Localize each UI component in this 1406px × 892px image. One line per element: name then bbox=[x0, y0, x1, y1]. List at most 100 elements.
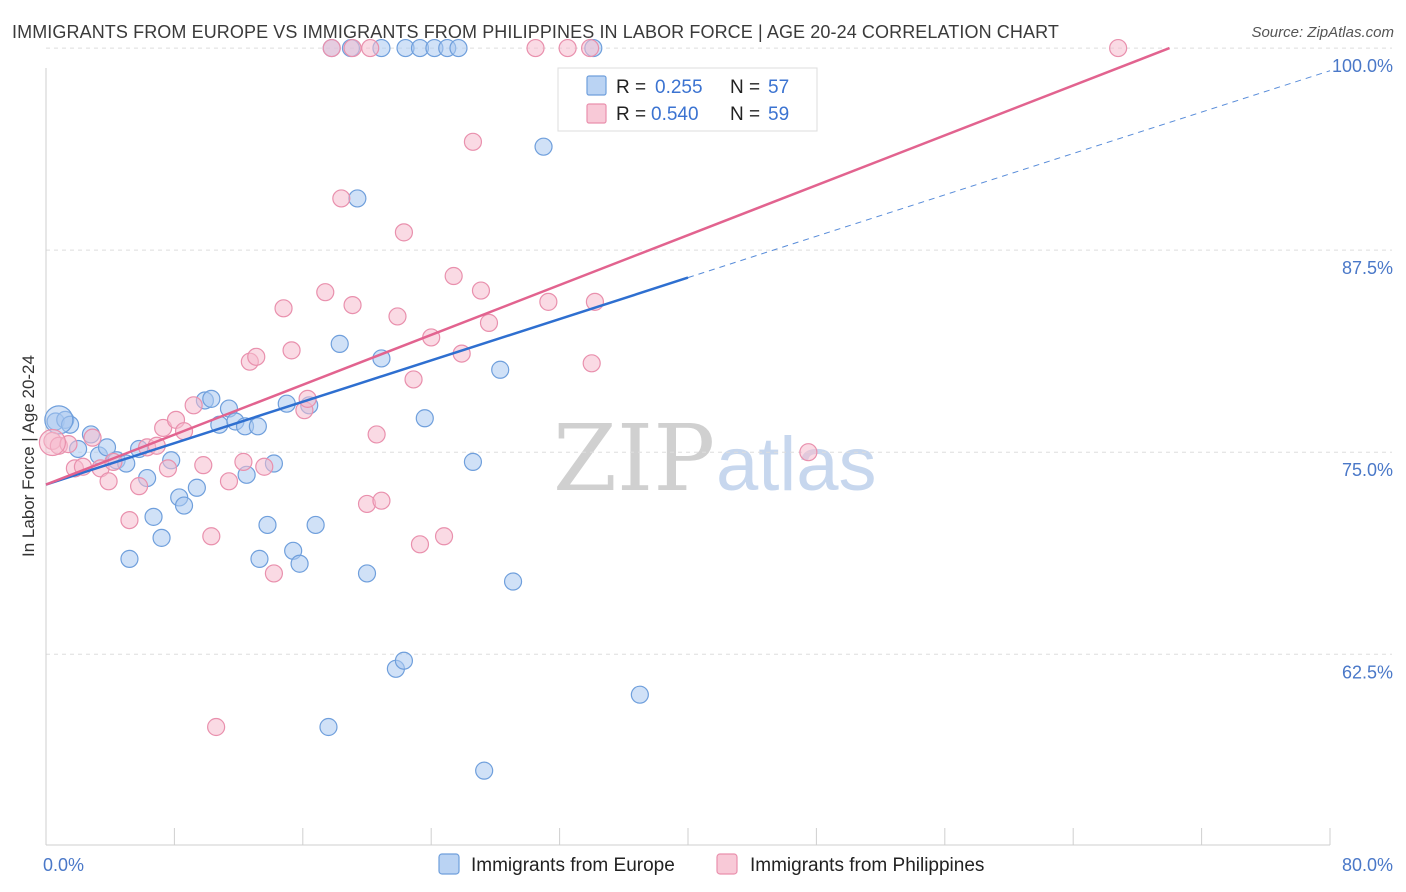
philippines-point bbox=[361, 38, 380, 58]
philippines-point bbox=[99, 472, 118, 491]
y-tick-labels: 62.5% 75.0% 87.5% 100.0% bbox=[1332, 56, 1393, 682]
series-europe-points bbox=[44, 38, 649, 780]
europe-point bbox=[534, 137, 553, 156]
philippines-point bbox=[388, 307, 407, 326]
stats-legend: R = 0.255 N = 57 R = 0.540 N = 59 bbox=[557, 67, 818, 132]
philippines-point bbox=[158, 459, 178, 478]
philippines-point bbox=[434, 527, 454, 546]
philippines-point bbox=[202, 527, 221, 546]
x-tick-labels: 0.0% 80.0% bbox=[43, 855, 1393, 875]
watermark-atlas: atlas bbox=[716, 422, 877, 507]
europe-point bbox=[357, 564, 377, 583]
legend-philippines-n-value: 59 bbox=[768, 104, 789, 125]
philippines-point bbox=[274, 299, 293, 318]
x-tick-label: 0.0% bbox=[43, 855, 84, 875]
philippines-point bbox=[332, 189, 351, 208]
europe-point bbox=[503, 572, 523, 591]
philippines-point bbox=[207, 717, 226, 737]
philippines-point bbox=[444, 266, 463, 286]
legend-philippines-swatch bbox=[586, 103, 607, 124]
europe-point bbox=[319, 717, 338, 737]
philippines-point bbox=[404, 370, 423, 389]
philippines-point bbox=[799, 443, 818, 462]
philippines-point bbox=[410, 535, 430, 554]
europe-point bbox=[187, 478, 206, 497]
legend-philippines-r-label: R = bbox=[616, 104, 646, 125]
philippines-point bbox=[479, 313, 499, 332]
philippines-point bbox=[282, 341, 301, 360]
philippines-point bbox=[1109, 38, 1128, 58]
philippines-point bbox=[316, 283, 335, 302]
philippines-point bbox=[582, 354, 601, 373]
series-legend: Immigrants from Europe Immigrants from P… bbox=[438, 853, 984, 876]
europe-point bbox=[463, 452, 483, 471]
y-axis-label: In Labor Force | Age 20-24 bbox=[19, 355, 38, 557]
axes bbox=[45, 68, 1331, 846]
philippines-point bbox=[83, 428, 102, 447]
bottom-legend-philippines-label: Immigrants from Philippines bbox=[750, 855, 984, 876]
legend-europe-swatch bbox=[586, 75, 607, 96]
philippines-point bbox=[471, 281, 491, 300]
philippines-point bbox=[539, 292, 558, 311]
europe-point bbox=[174, 496, 194, 515]
legend-europe-r-value: 0.255 bbox=[655, 77, 703, 98]
europe-point bbox=[258, 515, 277, 535]
europe-point bbox=[202, 389, 221, 408]
europe-point bbox=[290, 554, 309, 573]
philippines-point bbox=[558, 38, 577, 58]
philippines-point bbox=[298, 389, 317, 408]
philippines-point bbox=[322, 38, 341, 58]
philippines-point bbox=[219, 472, 239, 491]
philippines-point bbox=[343, 38, 362, 58]
y-tick-label: 75.0% bbox=[1342, 460, 1393, 480]
chart-title: IMMIGRANTS FROM EUROPE VS IMMIGRANTS FRO… bbox=[12, 22, 1059, 42]
europe-point bbox=[415, 409, 434, 428]
legend-philippines-r-value: 0.540 bbox=[651, 104, 699, 125]
europe-point bbox=[144, 507, 163, 526]
watermark: ZIP atlas bbox=[553, 405, 877, 512]
source-note: Source: ZipAtlas.com bbox=[1251, 24, 1394, 41]
series-philippines-points bbox=[38, 38, 1128, 737]
bottom-legend-europe-label: Immigrants from Europe bbox=[471, 855, 675, 876]
trend-lines bbox=[45, 46, 1331, 486]
philippines-point bbox=[580, 38, 600, 58]
philippines-point bbox=[264, 564, 284, 583]
bottom-legend-philippines-swatch bbox=[716, 853, 738, 875]
philippines-point bbox=[154, 418, 173, 438]
x-tick-label: 80.0% bbox=[1342, 855, 1393, 875]
philippines-point bbox=[372, 491, 391, 510]
legend-europe-r-label: R = bbox=[616, 77, 646, 98]
europe-point bbox=[394, 651, 414, 670]
y-tick-label: 62.5% bbox=[1342, 662, 1393, 682]
bottom-legend-europe-swatch bbox=[438, 853, 460, 875]
philippines-point bbox=[129, 477, 149, 496]
watermark-zip: ZIP bbox=[553, 405, 715, 512]
philippines-point bbox=[255, 457, 274, 476]
europe-point bbox=[248, 417, 267, 436]
europe-point bbox=[630, 685, 649, 704]
europe-trend-line bbox=[45, 276, 689, 486]
philippines-point bbox=[247, 347, 266, 366]
y-tick-label: 87.5% bbox=[1342, 258, 1393, 278]
legend-philippines-n-label: N = bbox=[730, 104, 760, 125]
europe-point bbox=[330, 334, 349, 353]
philippines-point bbox=[367, 425, 386, 444]
y-tick-label: 100.0% bbox=[1332, 56, 1393, 76]
europe-point bbox=[348, 189, 367, 208]
europe-point bbox=[250, 549, 269, 568]
philippines-point bbox=[120, 510, 139, 530]
philippines-point bbox=[343, 296, 362, 315]
philippines-point bbox=[38, 428, 67, 457]
europe-point bbox=[152, 528, 171, 547]
europe-point bbox=[475, 761, 494, 780]
philippines-point bbox=[394, 223, 414, 242]
philippines-point bbox=[194, 456, 213, 475]
philippines-point bbox=[184, 396, 203, 415]
legend-europe-n-value: 57 bbox=[768, 77, 789, 98]
philippines-point bbox=[526, 38, 545, 58]
philippines-trend-line bbox=[45, 46, 1170, 486]
europe-point bbox=[120, 549, 139, 568]
europe-point bbox=[306, 515, 325, 535]
philippines-point bbox=[463, 132, 483, 151]
